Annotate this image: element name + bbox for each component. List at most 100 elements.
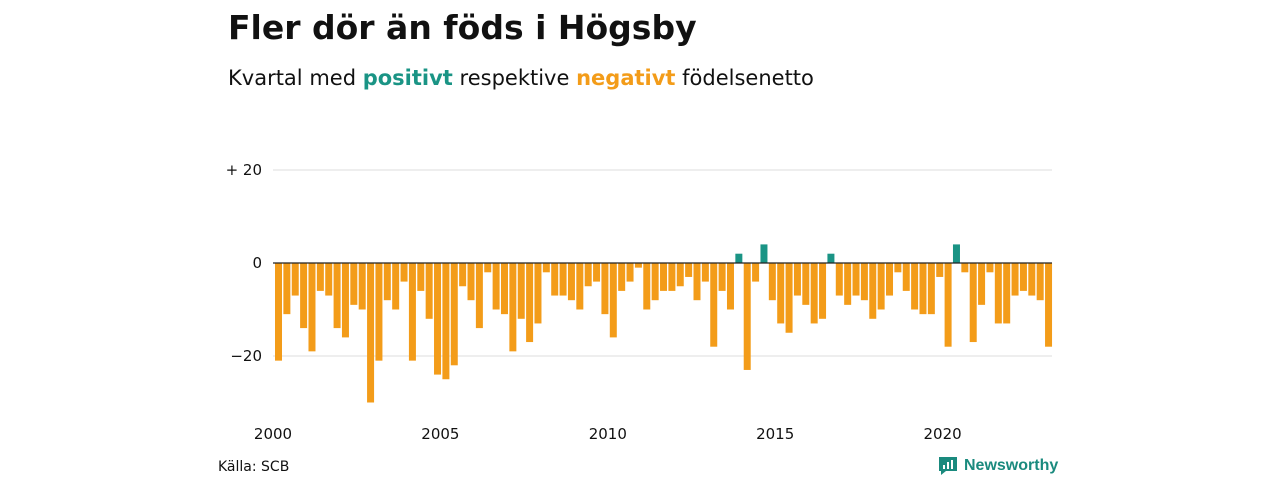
bar <box>601 263 609 315</box>
bar <box>701 263 709 282</box>
bar <box>400 263 408 282</box>
bar <box>350 263 358 305</box>
x-tick-label: 2005 <box>421 425 459 443</box>
bar <box>450 263 458 366</box>
bar <box>819 263 827 319</box>
bar <box>676 263 684 287</box>
bar <box>367 263 375 403</box>
bar <box>567 263 575 301</box>
x-tick-label: 2010 <box>589 425 627 443</box>
bar <box>609 263 617 338</box>
subtitle-middle: respektive <box>459 66 570 90</box>
bar <box>459 263 467 287</box>
x-axis-ticks: 2000 2005 2010 2015 2020 <box>254 425 962 443</box>
bar <box>275 263 282 361</box>
bar <box>860 263 868 301</box>
bar <box>475 263 483 329</box>
bar <box>877 263 885 310</box>
bar <box>392 263 400 310</box>
bar <box>291 263 299 296</box>
grid-lines <box>273 169 1052 357</box>
y-tick-label: + 20 <box>226 161 262 179</box>
bar <box>1045 263 1053 347</box>
bar <box>316 263 324 291</box>
bar <box>869 263 877 319</box>
bar <box>576 263 584 310</box>
bar <box>542 263 550 273</box>
brand-name: Newsworthy <box>964 457 1059 474</box>
bar <box>517 263 525 319</box>
bar <box>726 263 734 310</box>
bar <box>1019 263 1027 291</box>
bar <box>500 263 508 315</box>
bar <box>793 263 801 296</box>
bar <box>1011 263 1019 296</box>
bar <box>559 263 567 296</box>
bar <box>902 263 910 291</box>
bar <box>341 263 349 338</box>
bar <box>425 263 433 319</box>
bar <box>718 263 726 291</box>
x-tick-label: 2015 <box>756 425 794 443</box>
bar <box>1028 263 1036 296</box>
bar <box>660 263 668 291</box>
bar <box>894 263 902 273</box>
bar <box>978 263 986 305</box>
bar <box>752 263 760 282</box>
bar <box>685 263 693 277</box>
brand-logo: Newsworthy <box>938 456 1058 476</box>
bar <box>584 263 592 287</box>
bar <box>1003 263 1011 324</box>
bar <box>618 263 626 291</box>
bar <box>375 263 383 361</box>
x-tick-label: 2020 <box>924 425 962 443</box>
bar <box>442 263 450 380</box>
bar <box>484 263 492 273</box>
subtitle-suffix: födelsenetto <box>682 66 814 90</box>
subtitle-negative: negativt <box>576 66 676 90</box>
bar <box>417 263 425 291</box>
bar <box>986 263 994 273</box>
bar <box>526 263 534 343</box>
bar <box>827 253 835 263</box>
bar <box>810 263 818 324</box>
bar <box>911 263 919 310</box>
bar <box>886 263 894 296</box>
bar <box>927 263 935 315</box>
bar <box>325 263 333 296</box>
bar <box>383 263 391 301</box>
bar <box>693 263 701 301</box>
bar <box>283 263 291 315</box>
bar <box>802 263 810 305</box>
bar <box>952 244 960 263</box>
bar <box>1036 263 1044 301</box>
chart-subtitle: Kvartal med positivt respektive negativt… <box>228 66 814 90</box>
bar <box>668 263 676 291</box>
bar <box>936 263 944 277</box>
bar <box>634 263 642 268</box>
bar <box>919 263 927 315</box>
bar <box>844 263 852 305</box>
y-tick-label: 0 <box>252 254 262 272</box>
bar <box>467 263 475 301</box>
bar <box>651 263 659 301</box>
bar <box>785 263 793 333</box>
bar <box>308 263 316 352</box>
bar <box>777 263 785 324</box>
bar <box>743 263 751 370</box>
bar <box>994 263 1002 324</box>
bar <box>492 263 500 310</box>
bar <box>534 263 542 324</box>
bar <box>626 263 634 282</box>
chart-title: Fler dör än föds i Högsby <box>228 8 697 47</box>
bar <box>333 263 341 329</box>
bar <box>509 263 517 352</box>
bar <box>710 263 718 347</box>
bar <box>969 263 977 343</box>
bar <box>961 263 969 273</box>
newsworthy-logo-icon <box>939 457 957 475</box>
y-axis-ticks: + 20 0 −20 <box>226 161 262 365</box>
bar <box>300 263 308 329</box>
bar <box>852 263 860 296</box>
